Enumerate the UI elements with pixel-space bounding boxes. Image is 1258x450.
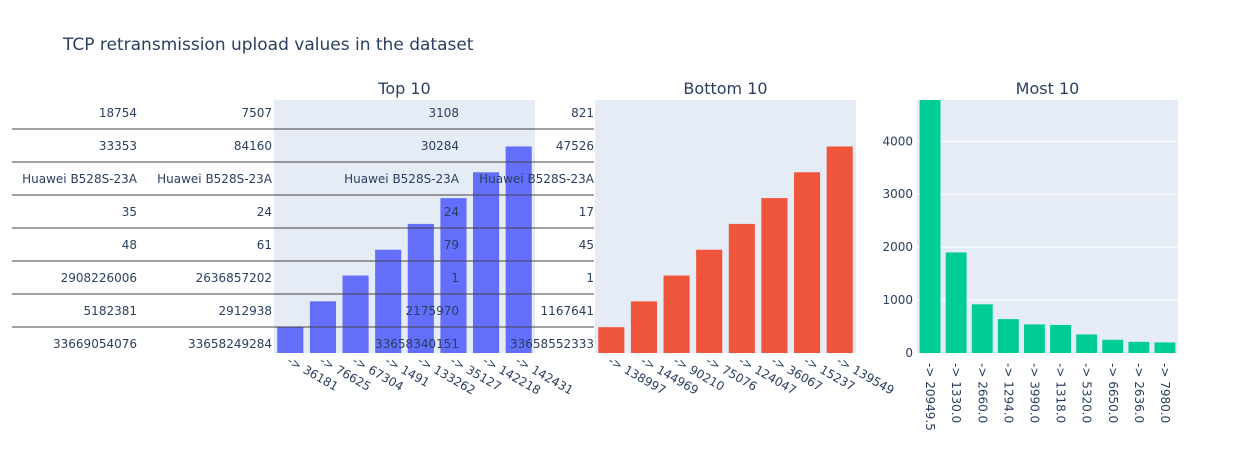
bar: [1076, 334, 1098, 353]
data-table: 18754 33353 Huawei B528S-23A 35 48 2908226006…: [12, 106, 595, 351]
table-cell: 2908226006: [61, 271, 137, 285]
subplot-1: Bottom 10-> 138997-> 144969-> 90210-> 75…: [595, 79, 897, 398]
x-tick-label: -> 1318.0: [1054, 363, 1068, 423]
bar: [1128, 341, 1150, 353]
table-cell: 18754: [99, 106, 137, 120]
x-tick-label: -> 2660.0: [975, 363, 989, 423]
bar: [1050, 324, 1071, 353]
table-cell: 47526: [556, 139, 594, 153]
table-cell: 2636857202: [196, 271, 272, 285]
table-cell: 33658552333: [510, 337, 594, 351]
x-tick-label: -> 5320.0: [1080, 363, 1094, 423]
subplot-2: Most 10 0 1000 2000 3000 4000 -> 20949.5 -> 133…: [882, 79, 1178, 431]
table-cell: Huawei B528S-23A: [22, 172, 138, 186]
bar: [1024, 324, 1045, 353]
bar: [1154, 342, 1176, 353]
bar: [971, 304, 993, 353]
figure-title: TCP retransmission upload values in the …: [62, 35, 474, 55]
x-tick-label: -> 20949.5: [923, 363, 937, 431]
table-cell: 79: [444, 238, 459, 252]
x-tick-label: -> 1330.0: [949, 363, 963, 423]
table-cell: 33658340151: [375, 337, 459, 351]
table-cell: 45: [579, 238, 594, 252]
bar: [277, 327, 304, 353]
bar: [945, 252, 967, 353]
table-cell: 24: [257, 205, 272, 219]
bar: [407, 223, 434, 353]
subplots: Top 10-> 36181-> 76625-> 67304-> 1491-> …: [274, 79, 1178, 431]
table-cell: 1167641: [541, 304, 594, 318]
x-tick-label: -> 2636.0: [1132, 363, 1146, 423]
bar: [919, 100, 941, 353]
table-cell: 5182381: [84, 304, 137, 318]
y-tick-label: 1000: [882, 293, 913, 307]
table-cell: 48: [122, 238, 137, 252]
bar: [761, 198, 788, 353]
table-cell: 1: [586, 271, 594, 285]
bar: [1102, 339, 1124, 353]
y-tick-label: 0: [905, 346, 913, 360]
y-tick-label: 4000: [882, 134, 913, 148]
bar: [598, 327, 625, 353]
subplot-title: Most 10: [1016, 79, 1080, 98]
table-cell: 1: [451, 271, 459, 285]
table-cell: 30284: [421, 139, 459, 153]
table-cell: 24: [444, 205, 459, 219]
bar: [826, 146, 853, 353]
table-cell: 2175970: [406, 304, 459, 318]
subplot-title: Bottom 10: [683, 79, 767, 98]
table-cell: 84160: [234, 139, 272, 153]
table-cell: 3108: [428, 106, 459, 120]
table-cell: 17: [579, 205, 594, 219]
table-cell: 33658249284: [188, 337, 272, 351]
table-cell: 33353: [99, 139, 137, 153]
bar: [663, 275, 690, 353]
table-cell: Huawei B528S-23A: [344, 172, 460, 186]
bar: [696, 249, 723, 353]
bar: [794, 172, 821, 353]
bar: [342, 275, 369, 353]
table-cell: 2912938: [219, 304, 272, 318]
subplot-title: Top 10: [377, 79, 430, 98]
bar: [630, 301, 657, 353]
bar: [728, 223, 755, 353]
x-tick-label: -> 3990.0: [1027, 363, 1041, 423]
table-cell: 821: [571, 106, 594, 120]
bar: [505, 146, 532, 353]
table-cell: 61: [257, 238, 272, 252]
bar: [997, 319, 1019, 353]
table-cell: 7507: [241, 106, 272, 120]
y-tick-label: 2000: [882, 240, 913, 254]
y-tick-label: 3000: [882, 187, 913, 201]
x-tick-label: -> 7980.0: [1158, 363, 1172, 423]
bar: [473, 172, 500, 353]
table-cell: Huawei B528S-23A: [479, 172, 595, 186]
table-cell: 35: [122, 205, 137, 219]
table-cell: 33669054076: [53, 337, 137, 351]
bar: [375, 249, 402, 353]
x-tick-label: -> 6650.0: [1106, 363, 1120, 423]
x-tick-label: -> 1294.0: [1001, 363, 1015, 423]
table-cell: Huawei B528S-23A: [157, 172, 273, 186]
